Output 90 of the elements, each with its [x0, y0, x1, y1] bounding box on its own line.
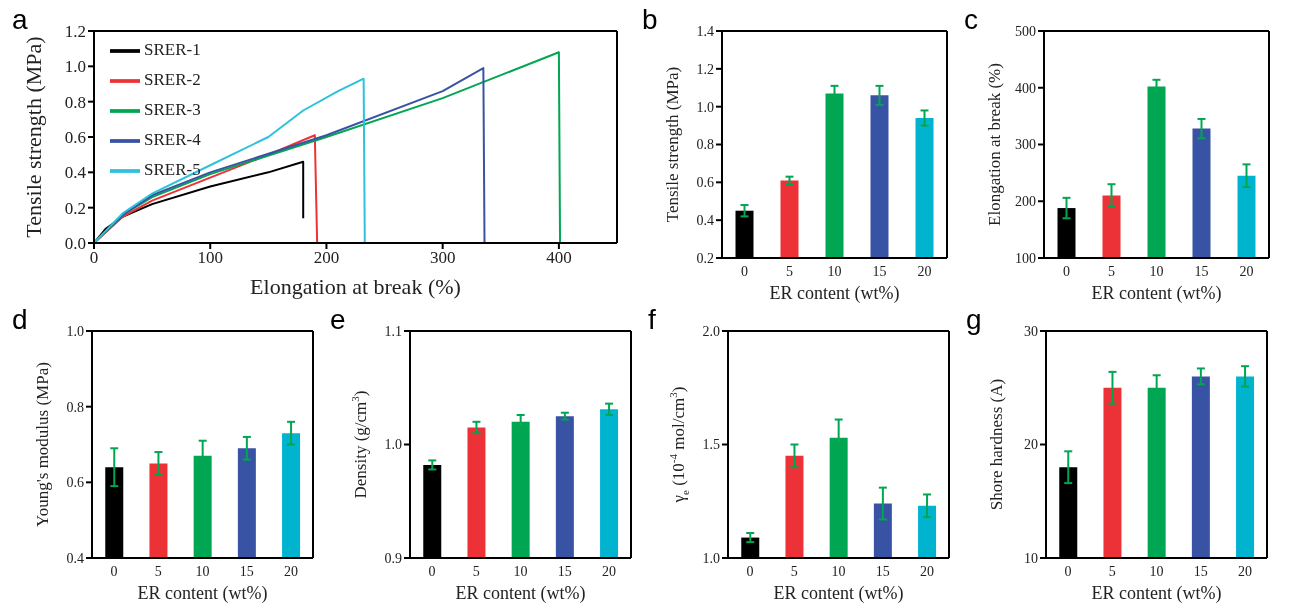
y-axis-title: Elongation at break (%): [984, 63, 1004, 226]
y-tick-label: 1.0: [384, 437, 402, 453]
y-tick-label: 1.1: [384, 323, 402, 339]
y-tick-label: 0.4: [66, 550, 84, 566]
x-axis-title: ER content (wt%): [455, 583, 586, 604]
y-tick-label: 2.0: [702, 323, 720, 339]
x-tick-label: 10: [195, 563, 210, 579]
x-tick-label: 10: [1149, 563, 1164, 579]
y-tick-label: 30: [1024, 323, 1038, 339]
y-tick-label: 0.6: [64, 128, 86, 148]
y-tick-label: 500: [1015, 23, 1036, 39]
x-axis-title: ER content (wt%): [1091, 583, 1222, 604]
chart-title: b: [642, 4, 658, 36]
x-tick-label: 15: [872, 263, 887, 279]
x-tick-label: 5: [1108, 263, 1115, 279]
x-tick-label: 10: [827, 263, 842, 279]
x-tick-label: 20: [283, 563, 298, 579]
y-tick-label: 0.9: [384, 550, 402, 566]
x-tick-label: 100: [197, 248, 223, 268]
x-tick-label: 20: [1237, 563, 1252, 579]
legend-label: SRER-4: [144, 129, 201, 149]
chart-title: f: [648, 304, 656, 336]
x-tick-label: 15: [875, 563, 890, 579]
y-tick-label: 1.0: [64, 57, 86, 77]
y-tick-label: 400: [1015, 80, 1036, 96]
y-tick-label: 0.8: [66, 399, 84, 415]
chart-title: c: [964, 4, 978, 36]
y-tick-label: 300: [1015, 137, 1036, 153]
chart-title: e: [330, 304, 346, 336]
x-axis-title: ER content (wt%): [137, 583, 268, 604]
x-tick-label: 5: [1108, 563, 1116, 579]
y-axis-title: Shore hardness (A): [986, 378, 1006, 511]
x-tick-label: 20: [1239, 263, 1254, 279]
y-axis-title: Tensile strength (MPa): [21, 36, 47, 238]
x-tick-label: 10: [513, 563, 528, 579]
x-tick-label: 15: [1193, 563, 1208, 579]
y-axis-title: Tensile strength (MPa): [662, 66, 682, 223]
x-tick-label: 5: [786, 263, 793, 279]
legend-label: SRER-2: [144, 69, 201, 89]
chart-title: d: [12, 304, 28, 336]
y-tick-label: 0.6: [66, 475, 84, 491]
x-tick-label: 0: [428, 563, 436, 579]
x-tick-label: 0: [1064, 563, 1072, 579]
x-tick-label: 0: [1063, 263, 1070, 279]
y-tick-label: 0.6: [696, 175, 714, 191]
x-tick-label: 15: [557, 563, 572, 579]
x-tick-label: 20: [919, 563, 934, 579]
y-tick-label: 0.2: [696, 250, 714, 266]
x-tick-label: 200: [313, 248, 340, 268]
y-tick-label: 0.4: [696, 213, 714, 229]
y-tick-label: 20: [1024, 437, 1038, 453]
y-tick-label: 0.4: [64, 163, 87, 183]
y-tick-label: 1.0: [66, 323, 84, 339]
y-tick-label: 1.4: [696, 23, 714, 39]
legend-label: SRER-1: [144, 39, 201, 59]
x-tick-label: 5: [472, 563, 480, 579]
y-tick-label: 0.8: [696, 137, 714, 153]
x-tick-label: 10: [831, 563, 846, 579]
y-tick-label: 0.2: [64, 198, 86, 218]
y-tick-label: 10: [1024, 550, 1038, 566]
y-tick-label: 1.5: [702, 437, 720, 453]
x-tick-label: 5: [790, 563, 798, 579]
y-tick-label: 1.0: [702, 550, 720, 566]
y-tick-label: 200: [1015, 194, 1036, 210]
y-tick-label: 0.8: [64, 92, 86, 112]
x-tick-label: 0: [741, 263, 748, 279]
legend-label: SRER-3: [144, 99, 201, 119]
chart-title: a: [12, 4, 28, 36]
y-tick-label: 1.0: [696, 99, 714, 115]
x-tick-label: 15: [1194, 263, 1209, 279]
x-axis-title: ER content (wt%): [769, 283, 900, 304]
x-tick-label: 0: [110, 563, 118, 579]
x-tick-label: 10: [1149, 263, 1164, 279]
x-tick-label: 5: [154, 563, 162, 579]
y-axis-title: Young's modulus (MPa): [32, 362, 52, 527]
y-tick-label: 0.0: [64, 234, 86, 254]
y-tick-label: 1.2: [696, 61, 714, 77]
chart-title: g: [966, 304, 982, 336]
x-tick-label: 15: [239, 563, 254, 579]
x-tick-label: 0: [746, 563, 754, 579]
x-tick-label: 300: [429, 248, 456, 268]
legend-label: SRER-5: [144, 159, 201, 179]
x-axis-title: ER content (wt%): [1091, 283, 1222, 304]
x-tick-label: 400: [546, 248, 572, 268]
x-tick-label: 20: [601, 563, 616, 579]
y-tick-label: 1.2: [64, 22, 86, 42]
x-axis-title: Elongation at break (%): [250, 274, 461, 299]
x-axis-title: ER content (wt%): [773, 583, 904, 604]
x-tick-label: 20: [917, 263, 932, 279]
x-tick-label: 0: [89, 248, 99, 268]
